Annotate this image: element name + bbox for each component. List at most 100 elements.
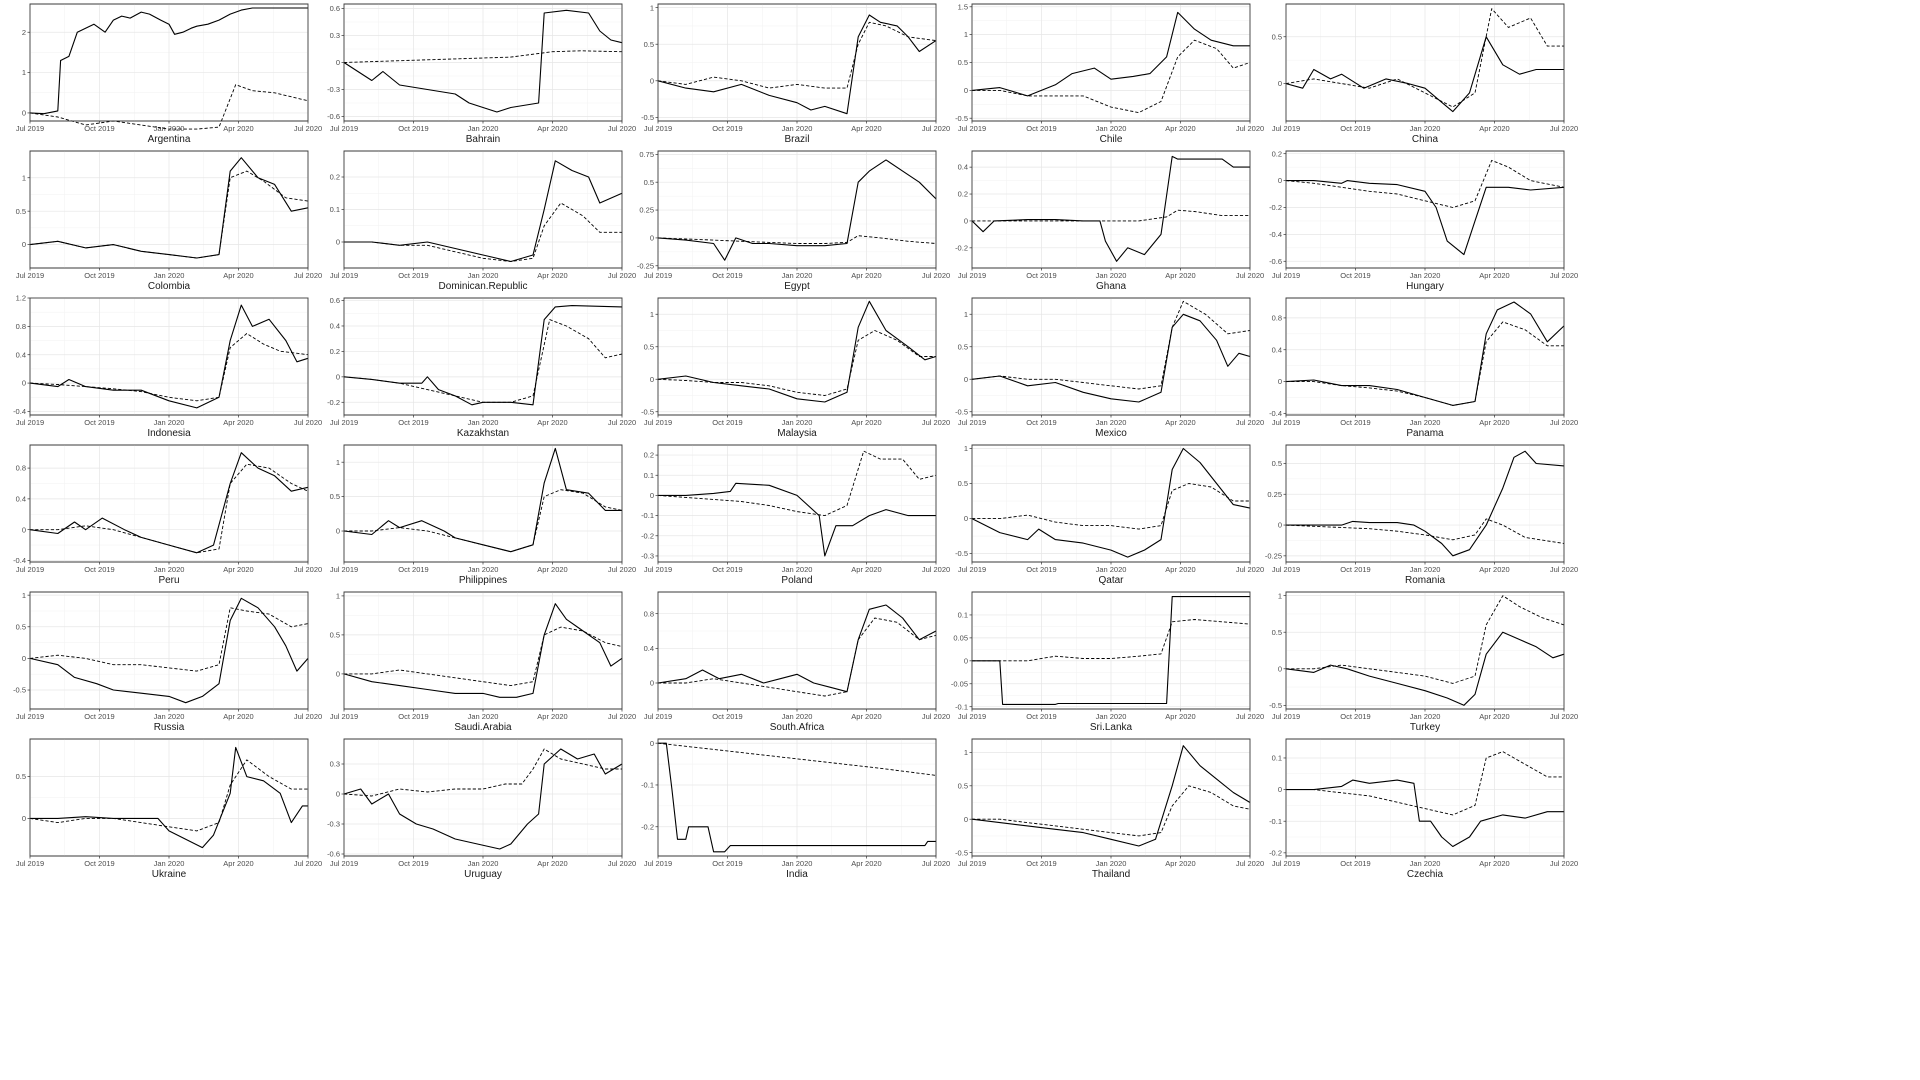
series-line-dashed [657, 450, 937, 517]
y-tick-label: -0.1 [641, 511, 654, 520]
plot-border [29, 444, 309, 563]
panel-title: Turkey [1410, 722, 1440, 733]
y-tick-label: 1 [22, 591, 26, 600]
panel-title: Ukraine [152, 869, 187, 880]
series-line-dashed [343, 50, 623, 63]
x-tick-label: Jan 2020 [782, 271, 813, 280]
y-tick-label: 0.25 [1267, 490, 1282, 499]
y-tick-label: 0.2 [330, 173, 340, 182]
y-tick-label: 0.4 [16, 350, 26, 359]
x-tick-label: Jul 2020 [922, 271, 950, 280]
x-tick-label: Jul 2020 [294, 712, 322, 721]
x-tick-label: Jan 2020 [1096, 124, 1127, 133]
x-tick-label: Jul 2020 [1236, 418, 1264, 427]
x-tick-label: Oct 2019 [1340, 565, 1370, 574]
panel-title: India [786, 869, 808, 880]
x-tick-label: Jul 2019 [1272, 271, 1300, 280]
plot-border [971, 297, 1251, 416]
panel-title: Chile [1100, 134, 1123, 145]
y-tick-label: 0 [1278, 79, 1282, 88]
panel-title: Egypt [784, 281, 810, 292]
x-tick-label: Oct 2019 [84, 271, 114, 280]
y-tick-label: 0.1 [644, 471, 654, 480]
x-tick-label: Jan 2020 [1410, 271, 1441, 280]
x-tick-label: Jul 2020 [294, 565, 322, 574]
x-tick-label: Jan 2020 [154, 565, 185, 574]
plot-border [1285, 3, 1565, 122]
x-tick-label: Apr 2020 [1165, 124, 1195, 133]
x-tick-label: Jul 2020 [922, 565, 950, 574]
x-tick-label: Jul 2019 [16, 271, 44, 280]
chart-svg: Jul 2019 Oct 2019 Jan 2020 Apr 2020 Jul 2020… [327, 296, 636, 439]
x-tick-label: Jul 2019 [958, 271, 986, 280]
x-tick-label: Apr 2020 [1479, 859, 1509, 868]
y-tick-label: 0 [336, 527, 340, 536]
x-tick-label: Apr 2020 [537, 418, 567, 427]
series-line-solid [30, 746, 308, 849]
x-tick-label: Jul 2020 [922, 859, 950, 868]
x-tick-label: Jul 2019 [644, 712, 672, 721]
x-tick-label: Jul 2019 [330, 418, 358, 427]
x-tick-label: Jan 2020 [782, 859, 813, 868]
plot-border [657, 297, 937, 416]
x-tick-label: Oct 2019 [1026, 124, 1056, 133]
x-tick-label: Apr 2020 [851, 271, 881, 280]
y-tick-label: -0.6 [1269, 257, 1282, 266]
chart-panel: Jul 2019 Oct 2019 Jan 2020 Apr 2020 Jul 2020… [1256, 441, 1578, 588]
chart-svg: Jul 2019 Oct 2019 Jan 2020 Apr 2020 Jul 2020… [951, 591, 1264, 733]
panel-title: Panama [1406, 428, 1444, 439]
x-tick-label: Jul 2019 [644, 271, 672, 280]
y-tick-label: 0.4 [644, 644, 654, 653]
series-line-dashed [971, 300, 1251, 390]
y-tick-label: 0 [650, 739, 654, 748]
plot-border [657, 3, 937, 122]
series-line-solid [657, 604, 937, 693]
series-line-solid [343, 447, 622, 553]
chart-panel: Jul 2019 Oct 2019 Jan 2020 Apr 2020 Jul 2020… [314, 0, 636, 147]
x-tick-label: Apr 2020 [537, 712, 567, 721]
chart-svg: Jul 2019 Oct 2019 Jan 2020 Apr 2020 Jul 2020… [16, 150, 322, 292]
chart-panel: Jul 2019 Oct 2019 Jan 2020 Apr 2020 Jul 2020… [1256, 294, 1578, 441]
y-tick-label: 0 [964, 217, 968, 226]
y-tick-label: 0 [650, 679, 654, 688]
x-tick-label: Apr 2020 [851, 124, 881, 133]
y-tick-label: 0.5 [1272, 628, 1282, 637]
y-tick-label: 1 [964, 310, 968, 319]
x-tick-label: Apr 2020 [1165, 565, 1195, 574]
chart-svg: Jul 2019 Oct 2019 Jan 2020 Apr 2020 Jul 2020… [330, 150, 636, 292]
x-tick-label: Apr 2020 [1479, 565, 1509, 574]
x-tick-label: Jul 2020 [608, 271, 636, 280]
series-line-dashed [344, 626, 623, 687]
y-tick-label: -0.6 [327, 112, 340, 121]
chart-panel: Jul 2019 Oct 2019 Jan 2020 Apr 2020 Jul 2020… [942, 0, 1264, 147]
x-tick-label: Jul 2020 [922, 712, 950, 721]
y-tick-label: -0.4 [13, 556, 26, 565]
x-tick-label: Jan 2020 [1410, 712, 1441, 721]
panel-title: Uruguay [464, 869, 502, 880]
x-tick-label: Oct 2019 [1340, 418, 1370, 427]
chart-panel: Jul 2019 Oct 2019 Jan 2020 Apr 2020 Jul 2020… [942, 735, 1264, 882]
y-tick-label: 0 [22, 654, 26, 663]
chart-panel: Jul 2019 Oct 2019 Jan 2020 Apr 2020 Jul 2020… [628, 735, 950, 882]
panel-title: Poland [781, 575, 812, 586]
y-tick-label: 1 [336, 458, 340, 467]
y-tick-label: 1 [964, 748, 968, 757]
chart-svg: Jul 2019 Oct 2019 Jan 2020 Apr 2020 Jul 2020… [955, 297, 1264, 439]
x-tick-label: Jul 2019 [958, 712, 986, 721]
x-tick-label: Jul 2019 [644, 565, 672, 574]
y-tick-label: 0 [964, 375, 968, 384]
x-tick-label: Oct 2019 [712, 271, 742, 280]
x-tick-label: Jan 2020 [468, 418, 499, 427]
chart-panel: Jul 2019 Oct 2019 Jan 2020 Apr 2020 Jul 2020… [314, 147, 636, 294]
y-tick-label: 0.5 [958, 781, 968, 790]
x-tick-label: Jan 2020 [782, 124, 813, 133]
chart-svg: Jul 2019 Oct 2019 Jan 2020 Apr 2020 Jul 2020… [1265, 444, 1578, 586]
x-tick-label: Jul 2019 [958, 124, 986, 133]
y-tick-label: -0.2 [641, 822, 654, 831]
y-tick-label: -0.1 [641, 781, 654, 790]
x-tick-label: Oct 2019 [1340, 124, 1370, 133]
x-tick-label: Oct 2019 [712, 712, 742, 721]
x-tick-label: Jul 2019 [330, 565, 358, 574]
y-tick-label: 0 [964, 514, 968, 523]
y-tick-label: 0.1 [330, 205, 340, 214]
